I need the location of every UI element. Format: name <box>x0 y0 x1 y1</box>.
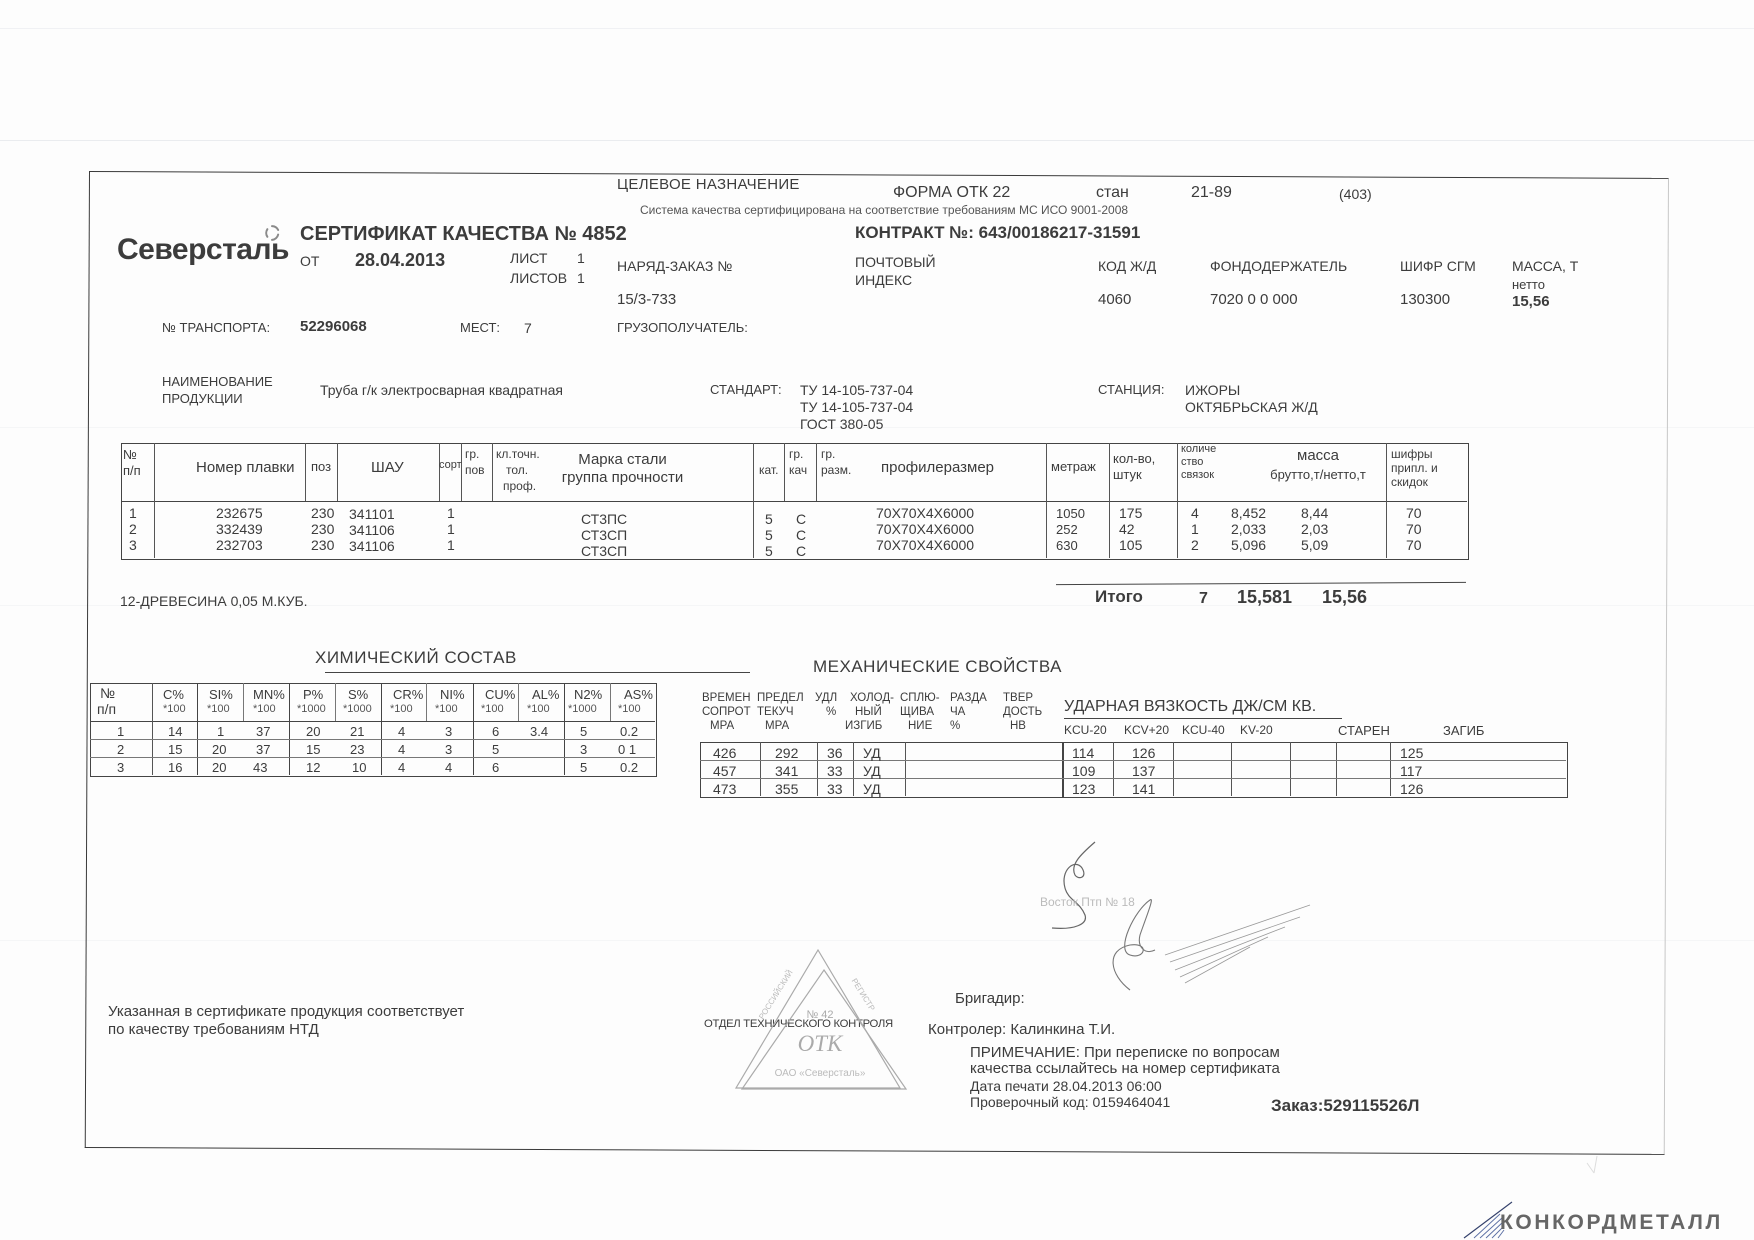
svg-text:ОАО «Северсталь»: ОАО «Северсталь» <box>775 1068 866 1079</box>
svg-text:№ 42: № 42 <box>806 1009 833 1021</box>
svg-text:РЕГИСТР: РЕГИСТР <box>850 977 877 1013</box>
svg-text:ОТК: ОТК <box>798 1031 844 1056</box>
svg-text:РОССИЙСКИЙ: РОССИЙСКИЙ <box>757 968 795 1021</box>
